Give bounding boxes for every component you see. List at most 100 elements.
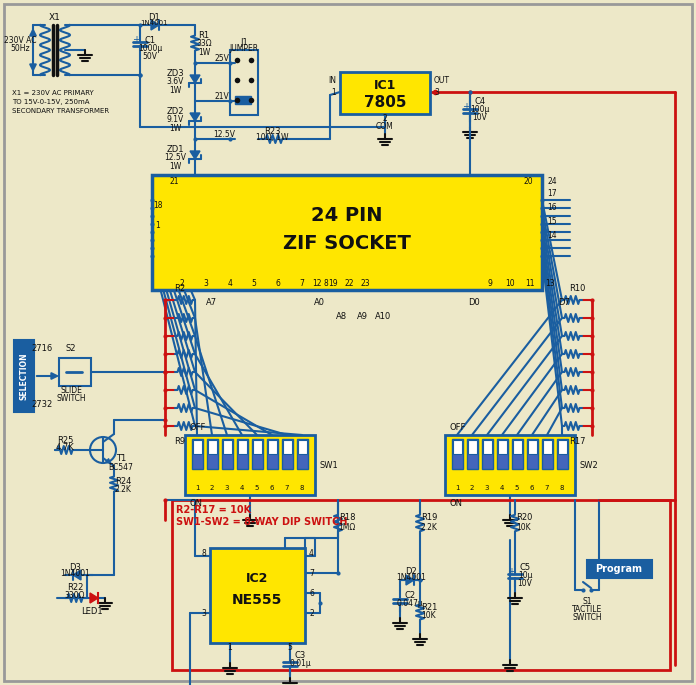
Text: 1000µ: 1000µ xyxy=(138,44,162,53)
Text: 10V: 10V xyxy=(473,112,487,121)
Bar xyxy=(230,50,258,115)
Text: ZD2: ZD2 xyxy=(166,106,184,116)
Text: R2: R2 xyxy=(175,284,186,292)
Text: OUT: OUT xyxy=(434,75,450,84)
Polygon shape xyxy=(406,575,414,585)
Text: R17: R17 xyxy=(569,436,585,445)
Text: S2: S2 xyxy=(65,343,77,353)
Text: 50V: 50V xyxy=(143,51,157,60)
Text: C1: C1 xyxy=(145,36,156,45)
Bar xyxy=(483,440,492,454)
Text: TO 15V-0-15V, 250mA: TO 15V-0-15V, 250mA xyxy=(12,99,90,105)
Text: R21: R21 xyxy=(421,603,437,612)
Text: 15: 15 xyxy=(547,216,557,225)
Text: ON: ON xyxy=(189,499,202,508)
Bar xyxy=(587,560,652,578)
Text: R25: R25 xyxy=(57,436,73,445)
Text: ZD3: ZD3 xyxy=(166,68,184,77)
Text: A7: A7 xyxy=(207,297,218,306)
Text: C4: C4 xyxy=(475,97,486,105)
Text: 7: 7 xyxy=(285,485,290,491)
Text: 1: 1 xyxy=(454,485,459,491)
Bar xyxy=(267,439,278,469)
Text: 2: 2 xyxy=(383,114,388,123)
Text: 25V: 25V xyxy=(214,53,230,62)
Text: 4: 4 xyxy=(309,549,314,558)
Text: SLIDE: SLIDE xyxy=(60,386,82,395)
Bar xyxy=(252,439,263,469)
Text: 1N4001: 1N4001 xyxy=(60,569,90,579)
Text: 2716: 2716 xyxy=(31,343,53,353)
Bar xyxy=(468,440,477,454)
Bar xyxy=(445,435,575,495)
Text: 23: 23 xyxy=(361,279,370,288)
Bar xyxy=(238,440,247,454)
Text: 5: 5 xyxy=(255,485,259,491)
Bar xyxy=(59,358,91,386)
Text: 3: 3 xyxy=(203,279,208,288)
Text: JUMPER: JUMPER xyxy=(230,44,258,53)
Text: 6: 6 xyxy=(530,485,535,491)
Text: 1: 1 xyxy=(195,485,199,491)
Text: 5: 5 xyxy=(251,279,256,288)
Bar xyxy=(543,440,552,454)
Text: R9: R9 xyxy=(175,436,186,445)
Text: C2: C2 xyxy=(404,590,416,599)
Text: 10K: 10K xyxy=(422,612,436,621)
Bar xyxy=(528,440,537,454)
Text: R20: R20 xyxy=(516,514,532,523)
Text: 2: 2 xyxy=(470,485,474,491)
Text: 10V: 10V xyxy=(518,579,532,588)
Bar xyxy=(498,440,507,454)
Text: 2.2K: 2.2K xyxy=(115,484,132,493)
Text: 2: 2 xyxy=(209,485,214,491)
Text: R2-R17 = 10K: R2-R17 = 10K xyxy=(176,505,251,515)
Text: R24: R24 xyxy=(115,477,131,486)
Text: X1: X1 xyxy=(49,12,61,21)
Text: 1: 1 xyxy=(156,221,160,229)
Text: ZIF SOCKET: ZIF SOCKET xyxy=(283,234,411,253)
Text: 1W: 1W xyxy=(169,162,181,171)
Text: 50Hz: 50Hz xyxy=(10,44,30,53)
Text: 24 PIN: 24 PIN xyxy=(311,206,383,225)
Bar xyxy=(192,439,203,469)
Text: 8: 8 xyxy=(300,485,304,491)
Text: Program: Program xyxy=(596,564,642,574)
Bar xyxy=(235,96,251,104)
Text: S1: S1 xyxy=(583,597,592,606)
Text: 1: 1 xyxy=(331,88,336,97)
Bar xyxy=(14,340,34,412)
Bar xyxy=(527,439,538,469)
Text: 24: 24 xyxy=(547,177,557,186)
Text: 18: 18 xyxy=(153,201,163,210)
Bar xyxy=(282,439,293,469)
Text: 7805: 7805 xyxy=(364,95,406,110)
Bar xyxy=(453,440,462,454)
Bar xyxy=(512,439,523,469)
Text: 8: 8 xyxy=(324,279,329,288)
Text: 21V: 21V xyxy=(214,92,230,101)
Text: 10: 10 xyxy=(505,279,515,288)
Text: 0.01µ: 0.01µ xyxy=(289,658,311,667)
Text: 1MΩ: 1MΩ xyxy=(338,523,356,532)
Bar xyxy=(268,440,277,454)
Text: A8: A8 xyxy=(336,312,347,321)
Text: X1 = 230V AC PRIMARY: X1 = 230V AC PRIMARY xyxy=(12,90,94,96)
Text: 10K: 10K xyxy=(516,523,531,532)
Text: 330Ω: 330Ω xyxy=(65,590,85,599)
Text: IC2: IC2 xyxy=(246,571,268,584)
Text: J1: J1 xyxy=(240,38,248,47)
Text: A0: A0 xyxy=(313,297,324,306)
Text: 1W: 1W xyxy=(169,123,181,132)
Text: A10: A10 xyxy=(375,312,391,321)
Bar xyxy=(283,440,292,454)
Text: C5: C5 xyxy=(519,562,530,571)
Text: 9.1V: 9.1V xyxy=(166,114,184,123)
Bar xyxy=(207,439,218,469)
Text: 1W: 1W xyxy=(169,86,181,95)
Text: IN: IN xyxy=(328,75,336,84)
Text: A9: A9 xyxy=(356,312,367,321)
Text: R18: R18 xyxy=(339,514,355,523)
Text: 1N4001: 1N4001 xyxy=(140,20,168,26)
Text: TACTILE: TACTILE xyxy=(572,606,602,614)
